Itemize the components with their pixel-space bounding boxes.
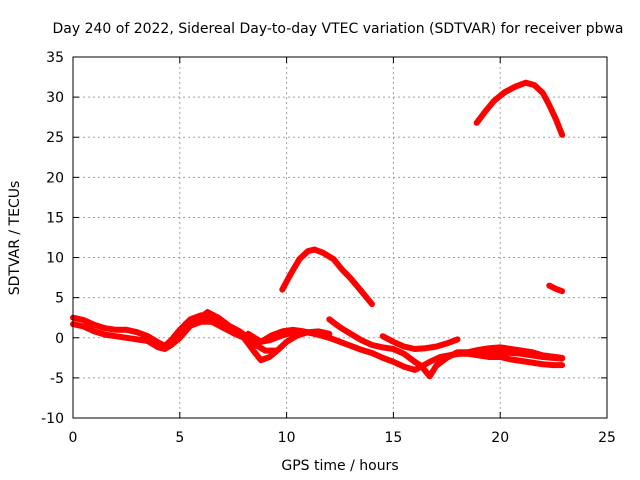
series-track-7 [379, 333, 461, 352]
y-tick-label: 0 [55, 331, 64, 347]
series-track-6 [326, 316, 566, 380]
y-tick-label: 30 [46, 90, 64, 106]
series-track-4 [245, 328, 566, 373]
series-track-2 [70, 318, 333, 364]
plot-frame [72, 56, 608, 419]
y-tick-label: 25 [46, 130, 64, 146]
series-track-8 [443, 350, 566, 369]
y-tick-label: 20 [46, 170, 64, 186]
y-tick-label: 15 [46, 210, 64, 226]
x-tick-label: 25 [598, 430, 616, 446]
x-tick-label: 5 [175, 430, 184, 446]
series-layer [70, 79, 566, 380]
series-track-9 [473, 79, 566, 138]
y-tick-label: 35 [46, 50, 64, 66]
series-track-5 [279, 246, 375, 308]
x-axis-label: GPS time / hours [281, 458, 398, 474]
y-axis-label: SDTVAR / TECUs [7, 181, 23, 296]
y-tick-label: 10 [46, 251, 64, 267]
y-tick-label: -10 [41, 411, 64, 427]
chart-title: Day 240 of 2022, Sidereal Day-to-day VTE… [52, 21, 623, 37]
tick-layer [72, 56, 608, 419]
x-tick-label: 10 [278, 430, 296, 446]
series-track-10 [546, 282, 566, 295]
x-tick-label: 0 [69, 430, 78, 446]
y-tick-label: -5 [50, 371, 64, 387]
x-tick-label: 15 [384, 430, 402, 446]
x-tick-label: 20 [491, 430, 509, 446]
y-tick-label: 5 [55, 291, 64, 307]
tick-label-layer: 0 5 10 15 20 25 -10 -5 0 5 10 15 20 25 30 35 [41, 50, 616, 446]
grid-layer [73, 57, 607, 418]
